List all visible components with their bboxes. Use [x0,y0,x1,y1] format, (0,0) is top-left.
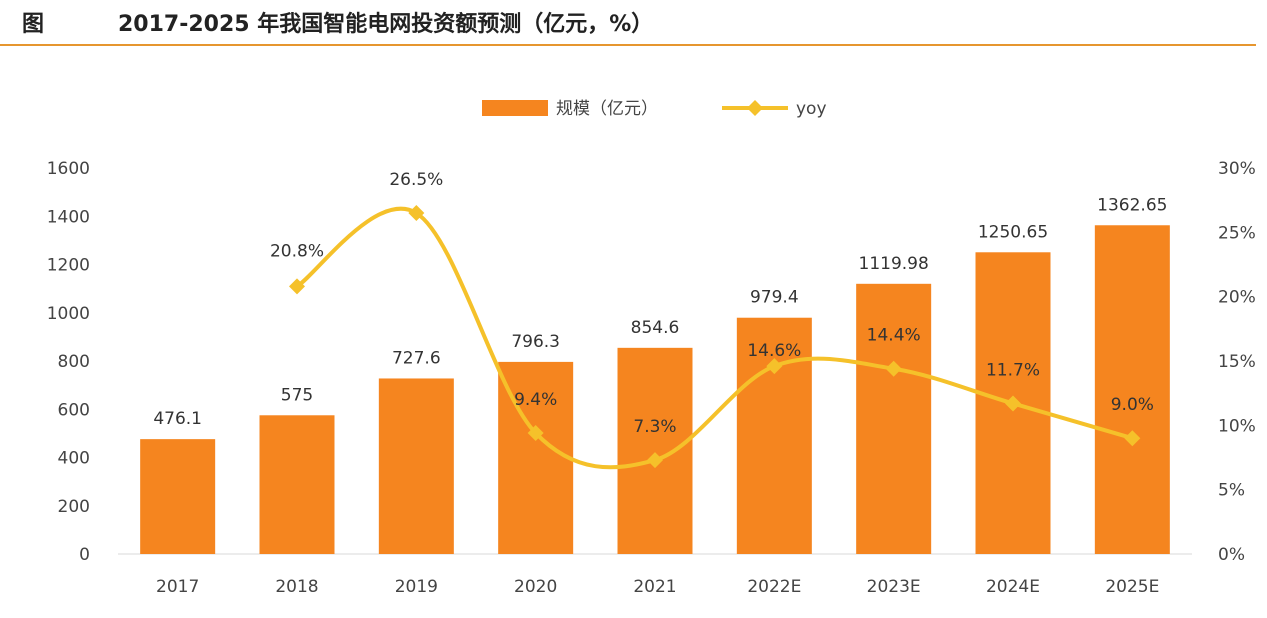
x-tick-label: 2017 [156,577,199,597]
y-left-tick-label: 600 [58,400,90,420]
yoy-value-label: 9.4% [514,390,557,410]
y-left-tick-label: 200 [58,497,90,517]
x-tick-label: 2025E [1105,577,1159,597]
bar-value-label: 727.6 [392,348,441,368]
x-tick-label: 2023E [867,577,921,597]
x-tick-label: 2021 [633,577,676,597]
yoy-value-label: 14.4% [867,326,921,346]
x-tick-label: 2020 [514,577,557,597]
legend-marker-line [747,100,763,116]
yoy-marker [289,278,305,295]
x-tick-label: 2024E [986,577,1040,597]
y-left-tick-label: 0 [79,545,90,565]
y-left-tick-label: 1600 [47,159,90,179]
yoy-value-label: 9.0% [1111,395,1154,415]
x-tick-label: 2019 [395,577,438,597]
figure-header: 图 2017-2025 年我国智能电网投资额预测（亿元，%） [0,0,1256,46]
yoy-value-label: 26.5% [389,170,443,190]
yoy-value-label: 14.6% [747,341,801,361]
legend-label-line: yoy [796,99,827,119]
yoy-line [295,206,1133,470]
bar [736,317,812,554]
y-right-tick-label: 5% [1218,481,1245,501]
bar [1094,225,1170,554]
y-left-tick-label: 800 [58,352,90,372]
y-left-tick-label: 1000 [47,304,90,324]
yoy-value-label: 11.7% [986,360,1040,380]
bar-value-label: 796.3 [511,332,560,352]
yoy-marker [1124,430,1141,447]
bar-value-label: 1362.65 [1097,195,1167,215]
yoy-marker [885,360,902,377]
bar-value-label: 854.6 [631,318,680,338]
x-tick-label: 2022E [747,577,801,597]
yoy-marker [647,452,663,469]
yoy-value-label: 20.8% [270,241,324,261]
legend-label-bar: 规模（亿元） [556,99,658,119]
y-right-tick-label: 20% [1218,288,1256,308]
yoy-marker [527,425,544,442]
yoy-marker [1005,395,1021,412]
y-right-tick-label: 10% [1218,416,1256,436]
bar [617,347,693,554]
x-tick-label: 2018 [275,577,318,597]
yoy-marker [408,205,425,222]
bar-value-label: 575 [281,385,313,405]
yoy-marker [766,358,783,375]
bar [378,378,454,554]
bar-value-label: 1250.65 [978,222,1048,242]
y-left-tick-label: 1400 [47,207,90,227]
y-left-tick-label: 1200 [47,256,90,276]
chart-title: 2017-2025 年我国智能电网投资额预测（亿元，%） [118,12,654,37]
bar [259,415,335,554]
figure-label: 图 [22,12,45,37]
y-right-tick-label: 30% [1218,159,1256,179]
bar-value-label: 1119.98 [859,254,929,274]
bar-value-label: 979.4 [750,288,799,308]
yoy-value-label: 7.3% [633,417,676,437]
y-right-tick-label: 25% [1218,223,1256,243]
y-right-tick-label: 0% [1218,545,1245,565]
bar [140,439,216,554]
bar [856,283,932,554]
legend-swatch-bar [482,100,548,116]
y-right-tick-label: 15% [1218,352,1256,372]
y-left-tick-label: 400 [58,449,90,469]
bar-value-label: 476.1 [153,409,202,429]
